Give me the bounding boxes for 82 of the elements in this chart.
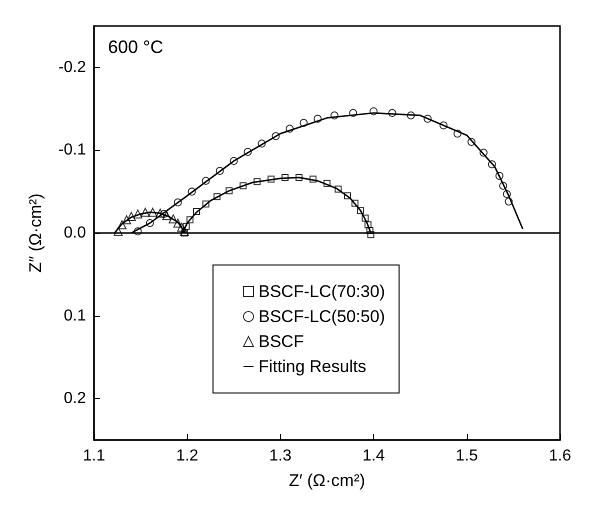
point [254, 178, 261, 186]
x-tick-label: 1.5 [456, 448, 478, 464]
point [282, 174, 289, 182]
point [349, 108, 358, 117]
point [300, 118, 308, 127]
point [226, 187, 233, 194]
point [160, 210, 168, 218]
point [499, 182, 508, 190]
point [146, 219, 154, 228]
annotation: 600 °C [108, 37, 164, 57]
point [244, 148, 252, 156]
point [122, 215, 132, 224]
x-axis-title: Z′ (Ω·cm²) [288, 471, 366, 490]
point [344, 192, 352, 200]
point [214, 193, 221, 200]
y-tick-label: 0.2 [64, 390, 86, 408]
x-tick-label: 1.1 [82, 448, 106, 464]
point [467, 138, 476, 146]
point [188, 188, 196, 196]
point [216, 166, 224, 175]
y-axis-title: Z″ (Ω·cm²) [26, 193, 45, 273]
point [182, 222, 190, 230]
point [495, 172, 504, 180]
point [180, 230, 188, 236]
point [173, 218, 182, 228]
y-tick-label: -0.2 [58, 58, 86, 76]
point [324, 180, 330, 187]
point [272, 132, 280, 140]
x-tick-label: 1.6 [548, 448, 572, 464]
point [162, 211, 172, 220]
point [148, 208, 158, 217]
point [367, 231, 374, 238]
point [240, 182, 247, 190]
point [168, 214, 178, 224]
point [424, 114, 432, 123]
point [502, 190, 511, 198]
point [364, 221, 372, 228]
point [388, 108, 396, 117]
point [504, 198, 513, 206]
x-tick-label: 1.3 [269, 448, 292, 464]
point [366, 227, 374, 234]
legend-label: BSCF-LC(70:30) [258, 282, 386, 301]
point [314, 114, 322, 123]
point [334, 186, 342, 193]
legend-label: BSCF [258, 332, 304, 351]
y-tick-label: 0.0 [64, 224, 86, 242]
point [351, 200, 358, 207]
legend-label: Fitting Results [258, 357, 366, 376]
point [268, 176, 275, 183]
point [230, 156, 238, 165]
point [310, 176, 317, 183]
point [286, 124, 294, 133]
point [177, 222, 186, 232]
point [453, 130, 462, 138]
point [126, 212, 136, 221]
y-tick-label: 0.1 [64, 307, 86, 324]
legend-label: BSCF-LC(50:50) [258, 307, 386, 326]
point [202, 176, 210, 185]
point [357, 207, 364, 214]
point [330, 111, 338, 120]
point [114, 226, 123, 236]
point [134, 227, 142, 236]
point [133, 209, 142, 218]
point [117, 220, 126, 230]
point [202, 200, 210, 208]
point [440, 121, 448, 130]
point [193, 208, 200, 215]
point [296, 174, 303, 182]
point [180, 226, 189, 236]
point [186, 216, 194, 224]
point [140, 208, 150, 217]
point [174, 198, 182, 206]
point [258, 140, 266, 148]
point [488, 160, 496, 168]
x-tick-label: 1.4 [362, 448, 385, 464]
point [156, 208, 165, 218]
point [480, 148, 488, 157]
point [406, 111, 415, 120]
point [362, 214, 369, 222]
point [370, 107, 378, 116]
y-tick-label: -0.1 [58, 142, 86, 159]
x-tick-label: 1.2 [176, 448, 198, 464]
